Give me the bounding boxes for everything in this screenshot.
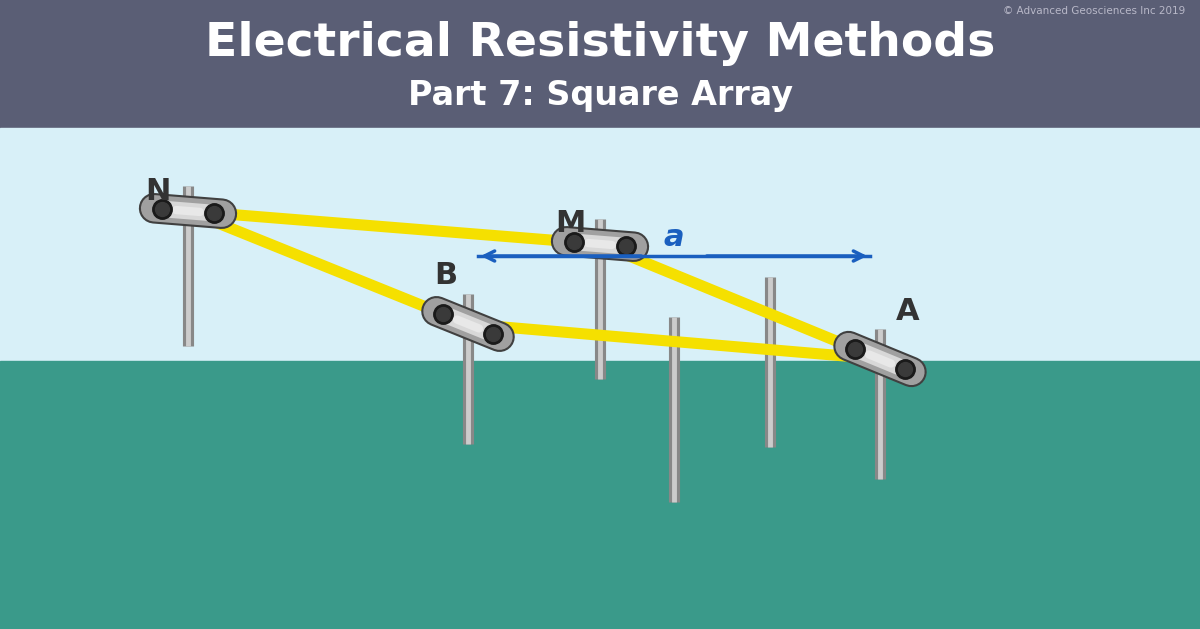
Text: A: A — [896, 296, 920, 325]
Text: N: N — [145, 177, 170, 206]
Bar — [0, 0, 1200, 128]
Text: © Advanced Geosciences Inc 2019: © Advanced Geosciences Inc 2019 — [1003, 6, 1186, 16]
Text: Part 7: Square Array: Part 7: Square Array — [408, 79, 792, 111]
Text: M: M — [554, 209, 586, 238]
Text: B: B — [434, 262, 457, 291]
Bar — [0, 128, 1200, 629]
Text: a: a — [664, 223, 684, 252]
Text: Electrical Resistivity Methods: Electrical Resistivity Methods — [205, 21, 995, 67]
Bar — [0, 361, 1200, 629]
